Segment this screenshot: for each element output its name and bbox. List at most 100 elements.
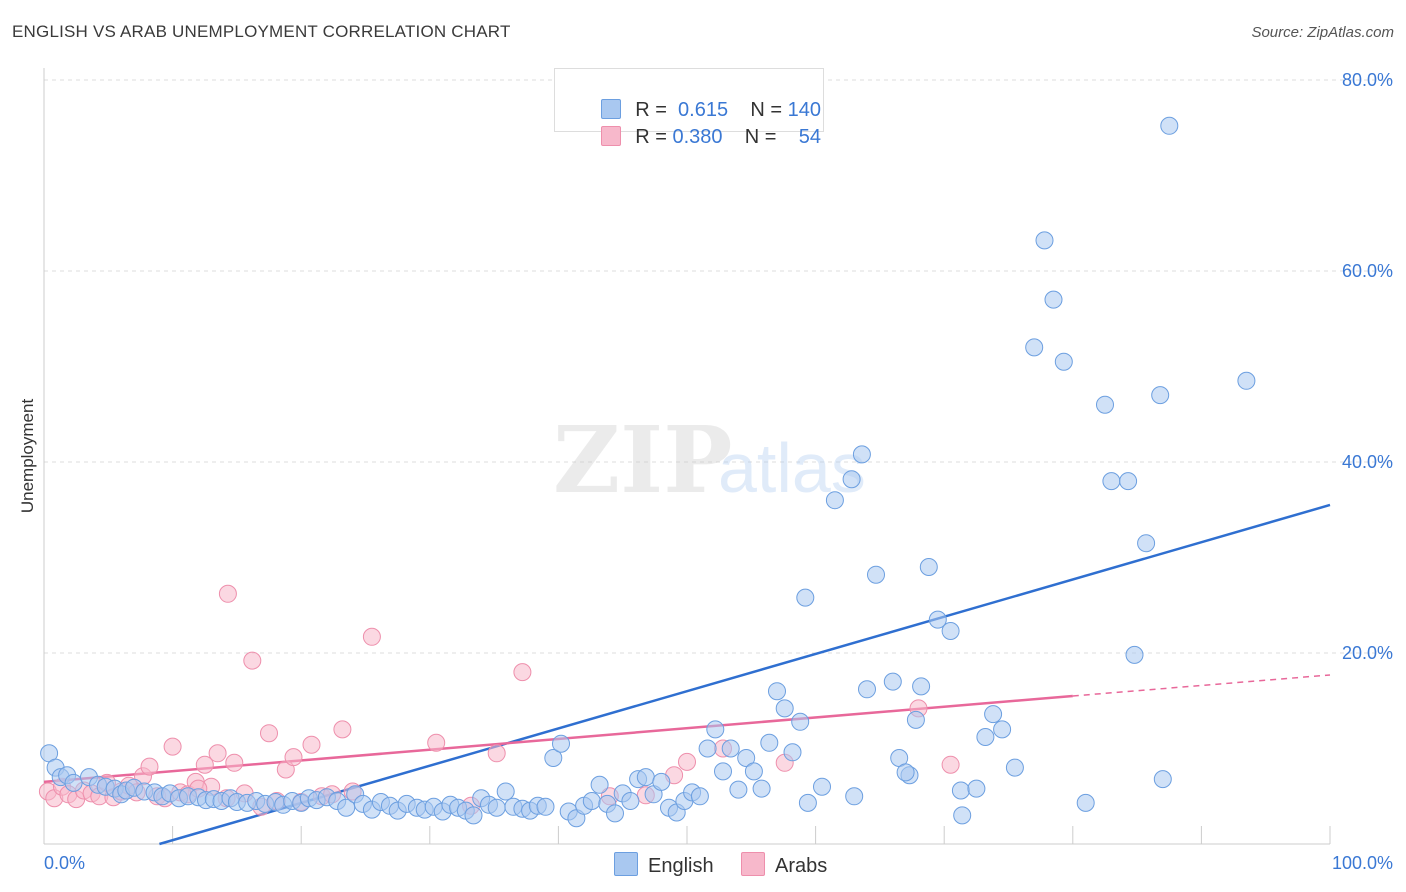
legend-row-arabs: R = 0.380 N = 54 [579,103,821,172]
english-point [1005,758,1024,777]
english-n-label: N = [750,99,783,121]
legend-row-english: R = 0.615 N = 140 [579,76,821,145]
arabs-point [195,755,214,774]
arabs-point [302,735,321,754]
english-point [1096,395,1114,414]
english-point [652,772,671,791]
english-point [544,749,563,767]
arabs-r-value: 0.380 [672,126,723,148]
english-point [706,720,725,739]
english-point [487,798,506,817]
english-point [1076,793,1095,812]
english-point [919,558,938,576]
arabs-point [225,753,244,772]
arabs-point [218,584,237,603]
legend-item-english[interactable]: English [614,852,714,878]
english-point [896,763,915,782]
english-point [464,806,483,825]
watermark-atlas: atlas [718,429,866,507]
arabs-point [284,748,303,767]
x-tick-label: 0.0% [44,853,85,873]
english-point [1025,338,1044,357]
english-point [721,739,740,758]
grid [44,79,1392,654]
english-r-label: R = [635,99,667,121]
english-point [993,720,1012,739]
y-tick-label: 60.0% [1342,261,1393,281]
english-point [737,749,756,767]
english-n-value: 140 [787,99,821,121]
english-point [1035,231,1054,250]
english-point [606,804,624,823]
english-point [582,792,601,810]
y-axis-title: Unemployment [18,399,37,514]
english-point [1237,371,1256,390]
watermark: ZIP atlas [553,406,866,514]
english-point [953,806,972,825]
english-r-value: 0.615 [678,99,729,121]
english-point [941,622,960,640]
english-point [496,782,515,801]
arabs-point [260,724,278,743]
english-point [744,762,763,781]
arabs-legend-label: Arabs [775,855,828,877]
english-point [951,781,970,800]
english-legend-label: English [648,855,714,877]
english-point [791,712,810,731]
arabs-point [678,752,696,771]
english-point [714,762,732,781]
english-point [984,705,1003,724]
english-point [852,445,871,464]
y-tick-label: 80.0% [1342,70,1393,90]
source-label: Source: ZipAtlas.com [1251,24,1394,41]
english-legend-swatch [614,852,638,876]
english-point [760,733,779,752]
english-point [64,773,83,792]
english-point [636,768,655,787]
english-point [775,699,794,718]
english-point [698,739,717,758]
english-point [1119,472,1138,491]
english-point [1153,770,1172,789]
chart-title: ENGLISH VS ARAB UNEMPLOYMENT CORRELATION… [12,22,511,41]
english-point [842,470,861,489]
english-point [536,797,555,816]
arabs-n-value: 54 [798,126,821,148]
english-point [1102,472,1121,491]
english-point [906,710,925,729]
arabs-point [243,651,262,670]
axes [43,68,1331,845]
english-point [825,491,844,510]
english-point [729,780,748,799]
arabs-point [427,733,446,752]
y-tick-label: 40.0% [1342,452,1393,472]
arabs-r-label: R = [635,126,667,148]
series-english [40,116,1256,828]
english-point [1054,352,1073,371]
english-point [768,682,786,701]
english-point [590,775,609,794]
english-point [1137,534,1156,553]
arabs-swatch [601,126,622,146]
stats-legend: R = 0.615 N = 140 R = 0.380 N = 54 [554,68,824,148]
english-point [976,728,995,746]
english-point [1044,290,1063,309]
english-point [798,793,817,812]
english-point [1160,116,1179,135]
arabs-point [513,663,532,682]
arabs-n-label: N = [744,126,777,148]
legend-item-arabs[interactable]: Arabs [741,852,827,878]
arabs-point [333,720,352,739]
english-point [867,565,885,584]
english-point [621,792,640,810]
arabs-point [163,737,182,756]
english-point [858,680,876,699]
english-point [552,734,570,753]
y-tick-label: 20.0% [1342,643,1393,663]
arabs-point [140,757,159,776]
english-point [912,677,931,696]
english-point [813,777,831,796]
tick-labels: 20.0% 40.0% 60.0% 80.0% 0.0% 100.0% [44,70,1393,873]
x-tick-label: 100.0% [1332,853,1393,873]
